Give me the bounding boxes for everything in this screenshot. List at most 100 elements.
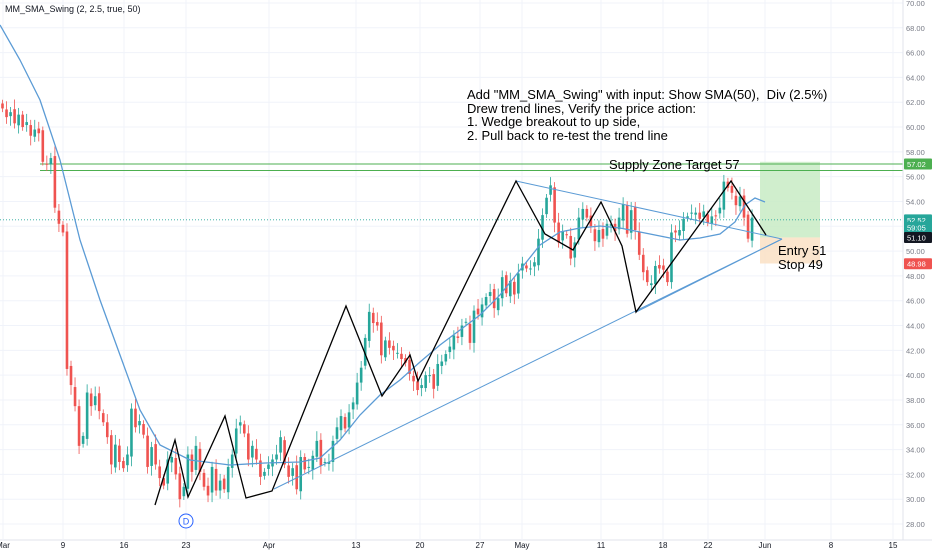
indicator-label[interactable]: MM_SMA_Swing (2, 2.5, true, 50) bbox=[5, 4, 141, 14]
candle-body bbox=[299, 457, 303, 492]
candle bbox=[710, 208, 714, 231]
candle-body bbox=[25, 122, 28, 126]
dividend-marker[interactable]: D bbox=[178, 513, 194, 529]
candle bbox=[375, 312, 379, 331]
candle-body bbox=[416, 381, 419, 391]
candle bbox=[319, 433, 323, 474]
price-tick-label: 50.00 bbox=[906, 247, 925, 256]
candle bbox=[500, 270, 504, 307]
candle bbox=[525, 261, 528, 273]
time-tick-label: 18 bbox=[659, 541, 668, 550]
candle bbox=[617, 207, 621, 235]
candle-body bbox=[371, 312, 375, 324]
candle bbox=[400, 347, 403, 368]
candle bbox=[263, 468, 266, 480]
candle bbox=[420, 378, 423, 397]
candle-body bbox=[400, 353, 403, 360]
candle bbox=[29, 119, 33, 146]
candle bbox=[440, 354, 444, 375]
candle bbox=[97, 386, 101, 420]
candle-body bbox=[311, 455, 315, 470]
candle-body bbox=[29, 125, 33, 136]
candle bbox=[170, 451, 174, 473]
candle-body bbox=[388, 340, 391, 348]
candle-body bbox=[359, 367, 363, 383]
candle bbox=[259, 453, 262, 486]
candle bbox=[682, 212, 685, 240]
candle-body bbox=[295, 465, 298, 490]
candle-body bbox=[283, 440, 286, 465]
candle-body bbox=[210, 466, 214, 493]
candle bbox=[738, 186, 742, 212]
candle-body bbox=[464, 321, 468, 323]
falling-trend-line bbox=[515, 180, 783, 240]
candle-body bbox=[573, 242, 577, 258]
time-tick-label: 9 bbox=[61, 541, 66, 550]
candle bbox=[585, 205, 589, 222]
candle-body bbox=[279, 437, 282, 453]
candle-body bbox=[686, 216, 689, 218]
candle bbox=[218, 473, 222, 499]
candle bbox=[85, 384, 89, 446]
candle-body bbox=[549, 185, 552, 195]
candle bbox=[303, 453, 307, 474]
candle-body bbox=[420, 385, 423, 389]
candle bbox=[134, 398, 137, 433]
candle bbox=[472, 305, 476, 353]
candle bbox=[351, 397, 355, 420]
candle-body bbox=[468, 323, 472, 343]
candle-body bbox=[730, 185, 734, 193]
candle-body bbox=[230, 454, 234, 468]
candle-body bbox=[412, 375, 415, 382]
candle-body bbox=[45, 163, 49, 165]
candle bbox=[404, 354, 407, 367]
candle-body bbox=[170, 457, 174, 463]
candle-body bbox=[134, 408, 137, 428]
candle-body bbox=[234, 428, 238, 454]
candle-body bbox=[89, 393, 93, 407]
candle-body bbox=[633, 207, 637, 231]
candles bbox=[1, 99, 754, 508]
candle-body bbox=[456, 336, 460, 338]
price-tag-label: 52.52 bbox=[907, 216, 926, 225]
candle-body bbox=[525, 265, 528, 269]
candle bbox=[597, 220, 601, 248]
annotation-line-3: 1. Wedge breakout to up side, bbox=[467, 114, 641, 129]
candle-body bbox=[186, 454, 190, 489]
candle-body bbox=[674, 230, 677, 233]
time-axis: Mar 9 16 23 Apr 13 20 27 May 11 18 22 Jun 8 15 bbox=[0, 541, 898, 550]
candle-body bbox=[243, 424, 246, 434]
candle-body bbox=[609, 223, 613, 226]
price-tick-label: 54.00 bbox=[906, 197, 925, 206]
candle-body bbox=[323, 461, 327, 463]
candle-body bbox=[275, 454, 278, 460]
candle-body bbox=[694, 212, 697, 215]
candle bbox=[380, 315, 383, 364]
price-tick-label: 48.00 bbox=[906, 272, 925, 281]
candle-body bbox=[404, 358, 407, 363]
candle-body bbox=[206, 485, 210, 496]
candle bbox=[690, 204, 693, 221]
candle-body bbox=[472, 310, 476, 343]
candle-body bbox=[182, 486, 186, 497]
candle-body bbox=[154, 444, 157, 465]
price-tag-background bbox=[904, 258, 932, 270]
time-tick-label: 15 bbox=[889, 541, 898, 550]
stop-label: Stop 49 bbox=[778, 257, 823, 272]
candle bbox=[206, 477, 210, 503]
candle bbox=[154, 434, 157, 470]
time-tick-label: May bbox=[514, 541, 529, 550]
candle-body bbox=[122, 460, 125, 469]
candle bbox=[384, 336, 387, 362]
candle-body bbox=[646, 270, 649, 283]
candle bbox=[299, 450, 303, 500]
price-tag: 51.10 bbox=[904, 231, 932, 243]
candle-body bbox=[500, 277, 504, 299]
candle bbox=[61, 221, 65, 237]
candle-body bbox=[617, 217, 621, 230]
candle bbox=[545, 194, 548, 218]
candle bbox=[33, 119, 37, 142]
annotation-line-4: 2. Pull back to re-test the trend line bbox=[467, 127, 668, 143]
